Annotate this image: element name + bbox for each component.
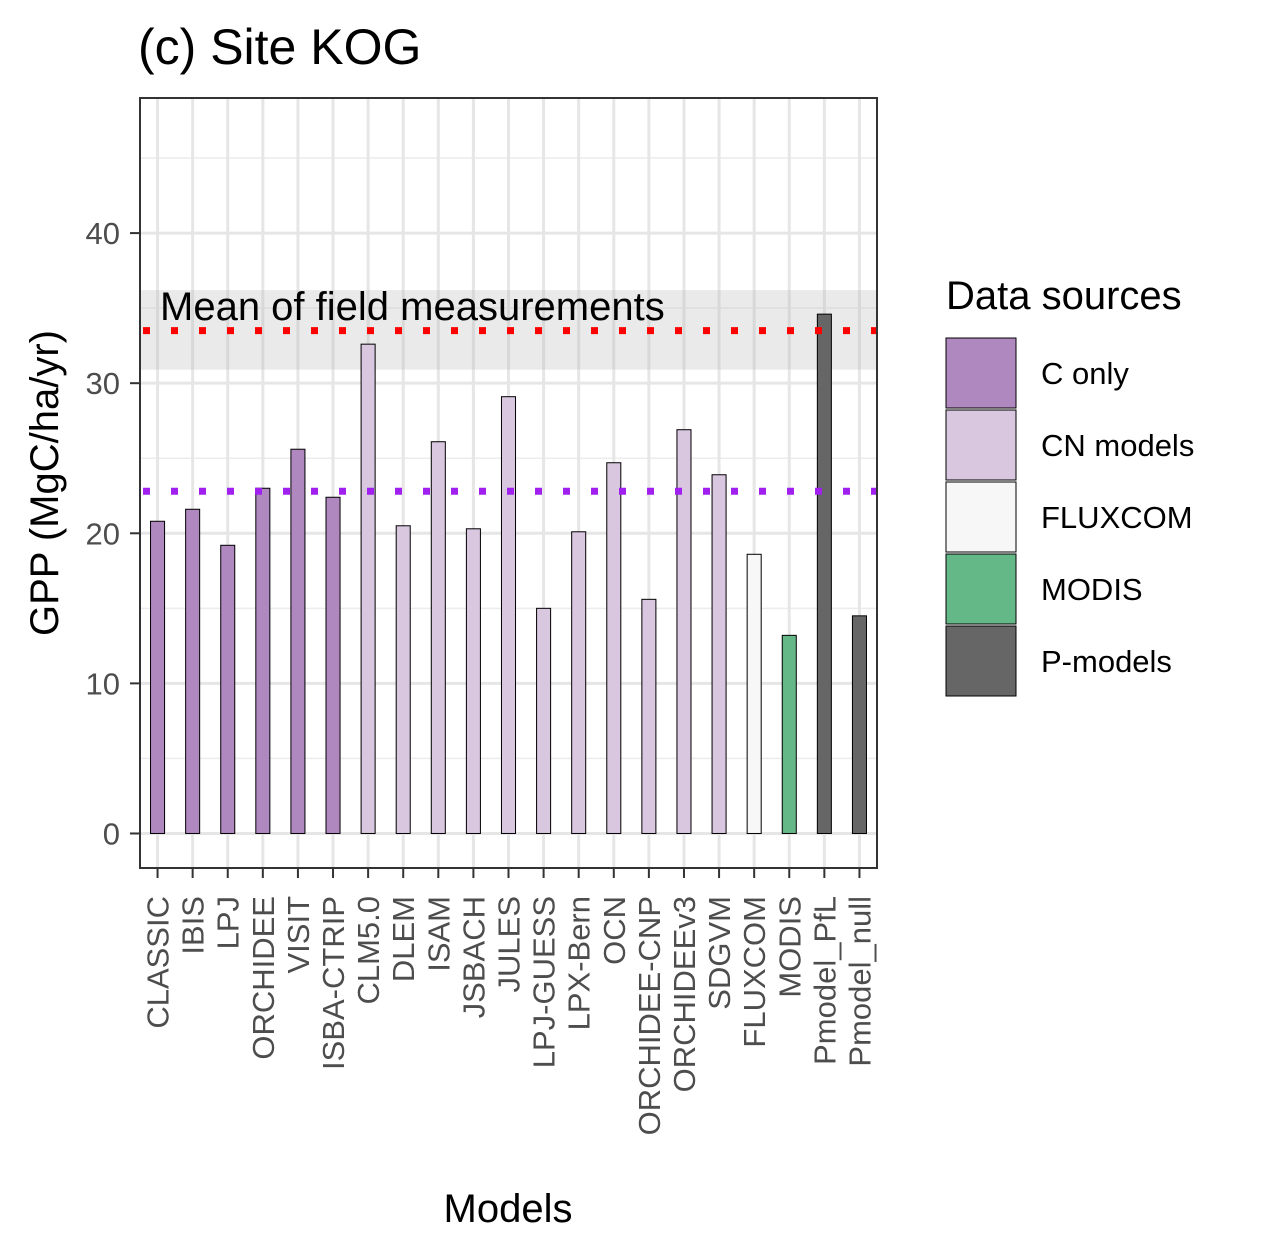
bar-ISAM [430,441,446,834]
x-tick-label: JULES [492,896,527,992]
bar-ORCHIDEE-CNP [641,598,657,834]
legend-label: C only [1041,356,1129,391]
x-tick-label: ISAM [421,896,456,972]
bar-ORCHIDEE [255,487,271,834]
bar-JSBACH [465,528,481,834]
x-axis-title: Models [444,1187,573,1231]
bar-IBIS [185,508,201,834]
x-tick-label: MODIS [772,896,807,998]
bar-LPJ-GUESS [536,607,552,834]
x-tick-label: OCN [597,896,632,965]
x-tick-label: ORCHIDEE-CNP [632,896,667,1135]
x-tick-label: VISIT [281,896,316,974]
y-tick-label: 30 [86,366,120,401]
legend-title: Data sources [946,274,1182,318]
y-axis-ticks: 0 10 20 30 40 [86,216,140,851]
bar-MODIS [781,634,797,834]
x-tick-label: Pmodel_PfL [807,896,842,1065]
bar-JULES [500,396,517,834]
x-tick-label: LPJ-GUESS [527,896,562,1068]
legend-key [945,409,1017,481]
x-tick-label: CLASSIC [141,896,176,1029]
bar-ORCHIDEEv3 [676,429,692,834]
legend-label: CN models [1041,428,1194,463]
bar-SDGVM [711,474,727,834]
legend-key [945,337,1017,409]
x-tick-label: LPJ [211,896,246,949]
x-tick-label: SDGVM [702,896,737,1010]
legend-key [945,553,1017,625]
x-tick-label: JSBACH [456,896,491,1018]
bar-FLUXCOM [746,553,762,834]
bars [150,313,867,834]
reference-lines [143,327,877,495]
legend-key [945,625,1017,697]
y-tick-label: 20 [86,516,120,551]
bar-LPJ [220,544,236,834]
x-tick-label: CLM5.0 [351,896,386,1005]
bar-CLM5.0 [360,343,376,834]
x-tick-label: Pmodel_null [842,896,877,1067]
chart-title: (c) Site KOG [138,19,421,75]
y-tick-label: 0 [103,816,120,851]
bar-DLEM [395,525,411,834]
x-tick-label: FLUXCOM [737,896,772,1048]
bar-LPX-Bern [571,531,587,834]
x-tick-label: ISBA-CTRIP [316,896,351,1070]
x-axis-ticks: CLASSIC IBIS LPJ ORCHIDEE VISIT ISBA-CTRIP CLM… [141,868,877,1135]
legend-label: MODIS [1041,572,1143,607]
field-mean-annotation: Mean of field measurements [160,285,665,329]
x-tick-label: LPX-Bern [562,896,597,1030]
legend: Data sources C only CN models FLUXCOM MODIS… [945,274,1194,697]
bar-OCN [606,462,622,834]
bar-ISBA-CTRIP [325,496,341,834]
y-tick-label: 40 [86,216,120,251]
bar-VISIT [290,448,306,834]
x-tick-label: IBIS [176,896,211,955]
bar-CLASSIC [150,520,166,834]
x-tick-label: ORCHIDEEv3 [667,896,702,1092]
legend-label: FLUXCOM [1041,500,1193,535]
bar-Pmodel_null [851,615,867,834]
x-tick-label: ORCHIDEE [246,896,281,1060]
legend-label: P-models [1041,644,1172,679]
bar-Pmodel_PfL [816,313,832,834]
y-axis-title: GPP (MgC/ha/yr) [23,330,67,636]
y-tick-label: 10 [86,666,120,701]
legend-key [945,481,1017,553]
x-tick-label: DLEM [386,896,421,982]
